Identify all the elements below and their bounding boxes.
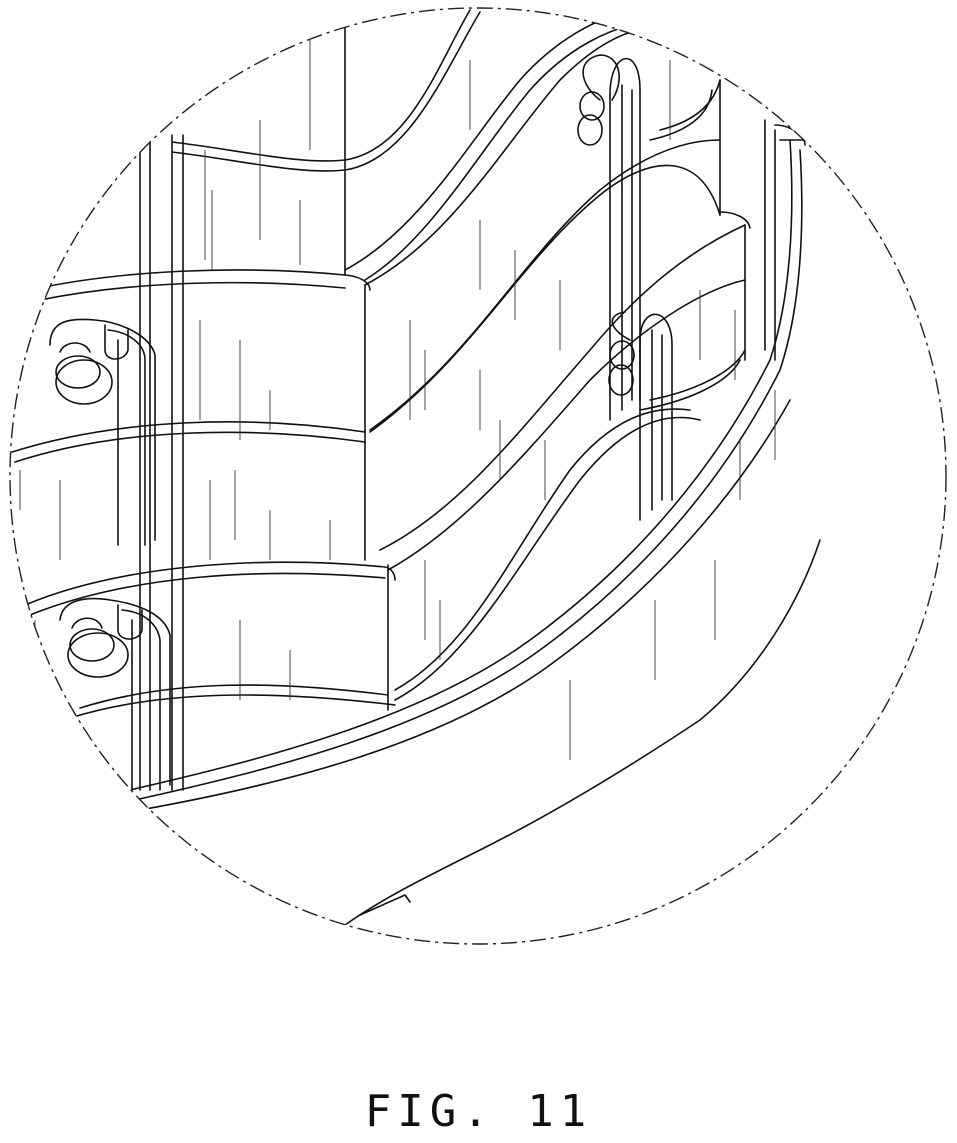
lower-band <box>25 280 745 718</box>
second-band <box>30 28 720 430</box>
fastener-left-lower <box>60 599 170 790</box>
curved-base-rim <box>130 125 820 925</box>
left-vertical-columns <box>140 20 388 790</box>
figure-label: FIG. 11 <box>0 1086 957 1137</box>
right-edge-lines <box>720 80 775 360</box>
upper-band <box>172 10 640 280</box>
fastener-middle-right <box>609 312 672 520</box>
